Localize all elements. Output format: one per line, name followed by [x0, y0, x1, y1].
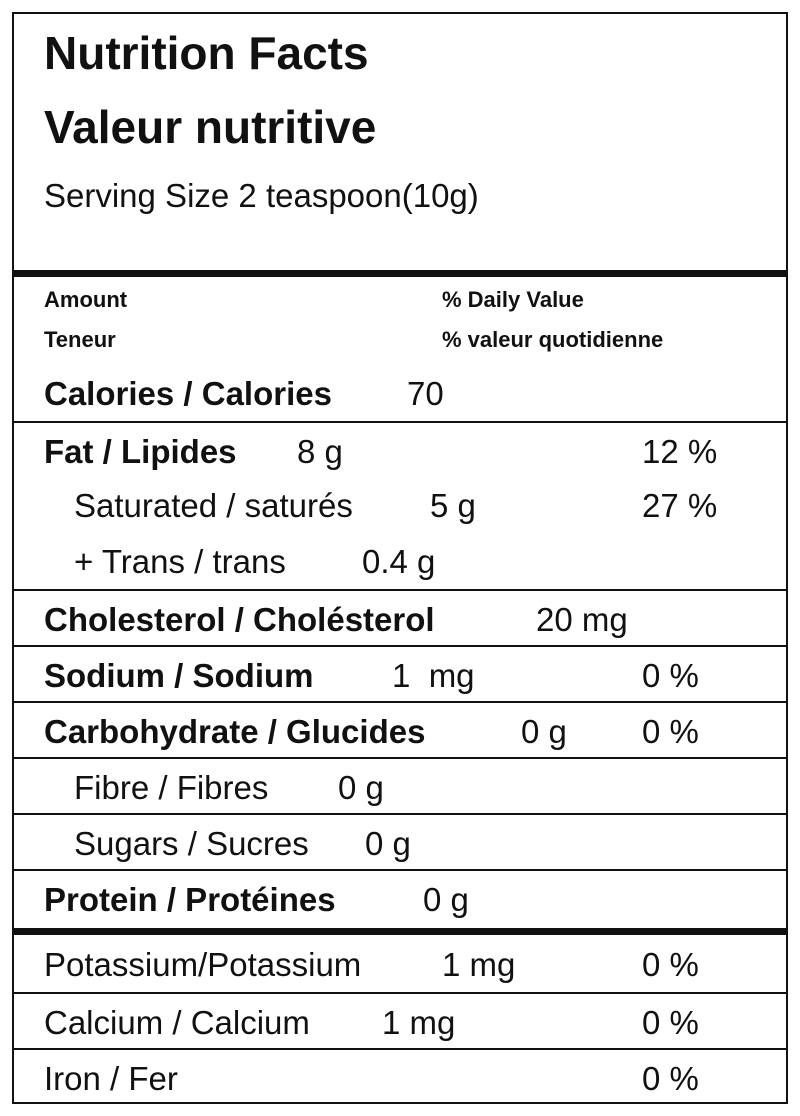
nutrient-amount: 8 g	[297, 433, 343, 470]
mineral-daily-value: 0 %	[642, 946, 699, 983]
daily-value-heading-fr: % valeur quotidienne	[442, 327, 664, 352]
nutrient-label: Protein / Protéines	[44, 881, 336, 918]
title-english: Nutrition Facts	[44, 27, 369, 79]
nutrient-label: Calories / Calories	[44, 375, 332, 412]
nutrient-label: Cholesterol / Cholésterol	[44, 601, 435, 638]
title-french: Valeur nutritive	[44, 101, 377, 153]
nutrient-label: Sugars / Sucres	[74, 825, 309, 862]
nutrient-row-cholesterol: Cholesterol / Cholésterol 20 mg	[14, 589, 786, 645]
nutrient-daily-value: 0 %	[642, 713, 699, 750]
nutrition-facts-panel: Nutrition Facts Valeur nutritive Serving…	[12, 12, 788, 1104]
nutrient-amount: 0 g	[365, 825, 411, 862]
nutrient-amount: 0 g	[423, 881, 469, 918]
nutrient-amount: 20 mg	[536, 601, 628, 638]
nutrient-label: Carbohydrate / Glucides	[44, 713, 426, 750]
nutrient-amount: 0.4 g	[362, 543, 436, 580]
nutrient-label: Saturated / saturés	[74, 487, 353, 524]
nutrient-amount: 0 g	[338, 769, 384, 806]
nutrient-daily-value: 27 %	[642, 487, 718, 524]
mineral-row-calcium: Calcium / Calcium 1 mg 0 %	[14, 992, 786, 1048]
thick-divider	[14, 928, 786, 935]
nutrient-daily-value: 0 %	[642, 657, 699, 694]
mineral-row-iron: Iron / Fer 0 %	[14, 1048, 786, 1104]
nutrient-label: Fat / Lipides	[44, 433, 237, 470]
nutrient-label: + Trans / trans	[74, 543, 286, 580]
nutrient-daily-value: 12 %	[642, 433, 718, 470]
nutrient-row-fat: Fat / Lipides 8 g 12 %	[14, 421, 786, 477]
nutrient-amount: 70	[407, 375, 444, 412]
nutrient-label: Fibre / Fibres	[74, 769, 269, 806]
nutrient-label: Sodium / Sodium	[44, 657, 314, 694]
mineral-amount: 1 mg	[442, 946, 516, 983]
nutrient-row-fibre: Fibre / Fibres 0 g	[14, 757, 786, 813]
serving-size: Serving Size 2 teaspoon(10g)	[44, 177, 479, 214]
nutrient-amount: 1 mg	[392, 657, 475, 694]
nutrient-row-calories: Calories / Calories 70	[14, 365, 786, 421]
nutrient-amount: 5 g	[430, 487, 476, 524]
nutrient-row-trans: + Trans / trans 0.4 g	[14, 533, 786, 589]
mineral-label: Calcium / Calcium	[44, 1004, 310, 1041]
nutrient-amount: 0 g	[521, 713, 567, 750]
amount-heading-fr: Teneur	[44, 327, 116, 352]
mineral-daily-value: 0 %	[642, 1060, 699, 1097]
nutrient-row-protein: Protein / Protéines 0 g	[14, 869, 786, 925]
thick-divider	[14, 270, 786, 277]
nutrient-row-sugars: Sugars / Sucres 0 g	[14, 813, 786, 869]
mineral-label: Potassium/Potassium	[44, 946, 362, 983]
mineral-label: Iron / Fer	[44, 1060, 178, 1097]
nutrient-row-saturated: Saturated / saturés 5 g 27 %	[14, 477, 786, 533]
mineral-amount: 1 mg	[382, 1004, 456, 1041]
amount-heading: Amount	[44, 287, 128, 312]
daily-value-heading: % Daily Value	[442, 287, 584, 312]
nutrient-row-carbohydrate: Carbohydrate / Glucides 0 g 0 %	[14, 701, 786, 757]
nutrient-row-sodium: Sodium / Sodium 1 mg 0 %	[14, 645, 786, 701]
mineral-daily-value: 0 %	[642, 1004, 699, 1041]
panel-header: Nutrition Facts Valeur nutritive Serving…	[14, 14, 786, 272]
mineral-row-potassium: Potassium/Potassium 1 mg 0 %	[14, 936, 786, 992]
